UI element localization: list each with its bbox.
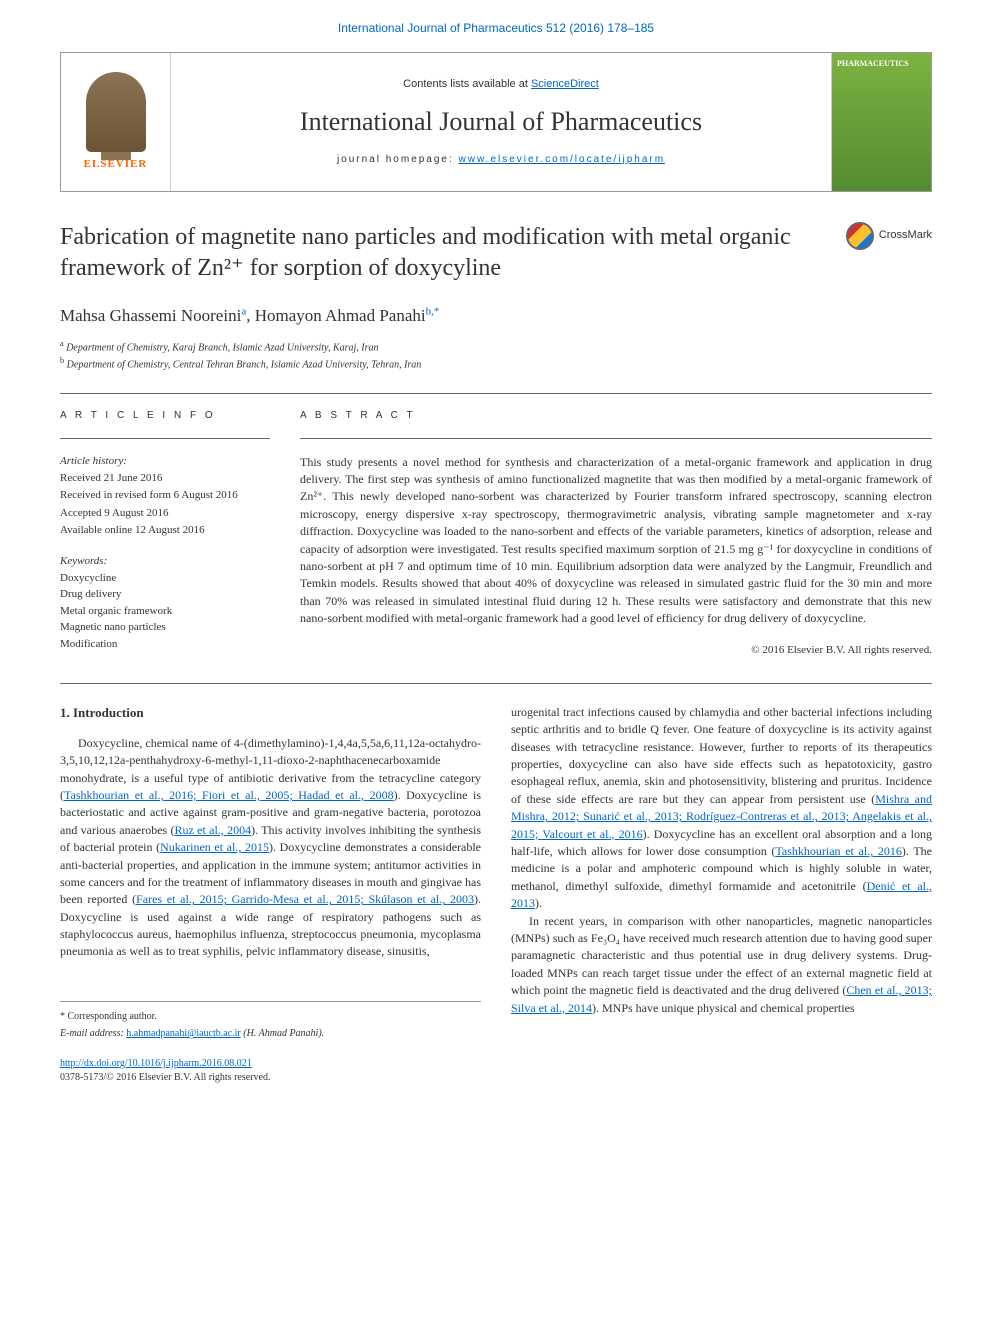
- divider-bottom: [60, 683, 932, 684]
- author-2-sup[interactable]: b,: [426, 306, 434, 318]
- contents-prefix: Contents lists available at: [403, 78, 531, 90]
- email-suffix: (H. Ahmad Panahi).: [241, 1028, 324, 1039]
- cover-text: PHARMACEUTICS: [837, 58, 926, 69]
- corresponding-sup[interactable]: *: [434, 306, 440, 318]
- ref-link-2[interactable]: Ruz et al., 2004: [175, 823, 252, 837]
- history-label: Article history:: [60, 454, 270, 469]
- affil-sup-a: a: [60, 339, 64, 348]
- homepage-line: journal homepage: www.elsevier.com/locat…: [186, 153, 816, 167]
- author-1: Mahsa Ghassemi Nooreini: [60, 306, 241, 325]
- history-2: Accepted 9 August 2016: [60, 506, 270, 521]
- homepage-prefix: journal homepage:: [337, 154, 459, 165]
- body-col-right: urogenital tract infections caused by ch…: [511, 704, 932, 1086]
- abstract-divider: [300, 438, 932, 439]
- ref-link-4[interactable]: Fares et al., 2015; Garrido-Mesa et al.,…: [136, 892, 474, 906]
- top-citation[interactable]: International Journal of Pharmaceutics 5…: [60, 20, 932, 37]
- article-title: Fabrication of magnetite nano particles …: [60, 222, 826, 284]
- abstract-text: This study presents a novel method for s…: [300, 454, 932, 628]
- journal-header: ELSEVIER Contents lists available at Sci…: [60, 52, 932, 192]
- abstract-heading: A B S T R A C T: [300, 409, 932, 423]
- keyword-3: Magnetic nano particles: [60, 620, 270, 635]
- homepage-link[interactable]: www.elsevier.com/locate/ijpharm: [459, 154, 666, 165]
- title-row: Fabrication of magnetite nano particles …: [60, 222, 932, 284]
- affil-text-b: Department of Chemistry, Central Tehran …: [67, 360, 422, 371]
- header-center: Contents lists available at ScienceDirec…: [171, 53, 831, 191]
- authors: Mahsa Ghassemi Nooreinia, Homayon Ahmad …: [60, 304, 932, 328]
- footer-block: * Corresponding author. E-mail address: …: [60, 1001, 481, 1042]
- ref-link-1[interactable]: Tashkhourian et al., 2016; Fiori et al.,…: [64, 788, 394, 802]
- crossmark-icon: [846, 222, 874, 250]
- keyword-0: Doxycycline: [60, 571, 270, 586]
- email-line: E-mail address: h.ahmadpanahi@iauctb.ac.…: [60, 1027, 481, 1042]
- body-col-left: 1. Introduction Doxycycline, chemical na…: [60, 704, 481, 1086]
- p2-a: urogenital tract infections caused by ch…: [511, 705, 932, 806]
- info-abstract-row: A R T I C L E I N F O Article history: R…: [60, 409, 932, 658]
- journal-name: International Journal of Pharmaceutics: [186, 104, 816, 140]
- contents-line: Contents lists available at ScienceDirec…: [186, 77, 816, 92]
- author-2: Homayon Ahmad Panahi: [255, 306, 426, 325]
- issn-line: 0378-5173/© 2016 Elsevier B.V. All right…: [60, 1072, 270, 1083]
- publisher-logo: ELSEVIER: [61, 53, 171, 191]
- info-heading: A R T I C L E I N F O: [60, 409, 270, 423]
- elsevier-tree-icon: [86, 72, 146, 152]
- keywords-label: Keywords:: [60, 554, 270, 569]
- abstract-copyright: © 2016 Elsevier B.V. All rights reserved…: [300, 643, 932, 658]
- affil-text-a: Department of Chemistry, Karaj Branch, I…: [66, 342, 378, 353]
- email-link[interactable]: h.ahmadpanahi@iauctb.ac.ir: [126, 1028, 240, 1039]
- journal-cover: PHARMACEUTICS: [831, 53, 931, 191]
- section-1-heading: 1. Introduction: [60, 704, 481, 723]
- sciencedirect-link[interactable]: ScienceDirect: [531, 78, 599, 90]
- article-info: A R T I C L E I N F O Article history: R…: [60, 409, 270, 658]
- keyword-1: Drug delivery: [60, 587, 270, 602]
- doi-link[interactable]: http://dx.doi.org/10.1016/j.ijpharm.2016…: [60, 1058, 252, 1069]
- intro-paragraph-1: Doxycycline, chemical name of 4-(dimethy…: [60, 735, 481, 961]
- intro-paragraph-2: In recent years, in comparison with othe…: [511, 913, 932, 1017]
- ref-link-3[interactable]: Nukarinen et al., 2015: [160, 840, 269, 854]
- history-1: Received in revised form 6 August 2016: [60, 488, 270, 503]
- crossmark-badge[interactable]: CrossMark: [846, 222, 932, 250]
- crossmark-label: CrossMark: [879, 228, 932, 243]
- body-columns: 1. Introduction Doxycycline, chemical na…: [60, 704, 932, 1086]
- affiliation-b: b Department of Chemistry, Central Tehra…: [60, 355, 932, 372]
- divider-top: [60, 393, 932, 394]
- intro-paragraph-1-cont: urogenital tract infections caused by ch…: [511, 704, 932, 913]
- p2-d: ).: [535, 896, 542, 910]
- keyword-4: Modification: [60, 637, 270, 652]
- affil-sup-b: b: [60, 356, 64, 365]
- corresponding-note: * Corresponding author.: [60, 1010, 481, 1025]
- affiliation-a: a Department of Chemistry, Karaj Branch,…: [60, 338, 932, 355]
- history-3: Available online 12 August 2016: [60, 523, 270, 538]
- ref-link-6[interactable]: Tashkhourian et al., 2016: [775, 844, 902, 858]
- info-divider: [60, 438, 270, 439]
- affiliations: a Department of Chemistry, Karaj Branch,…: [60, 338, 932, 373]
- keyword-2: Metal organic framework: [60, 604, 270, 619]
- email-label: E-mail address:: [60, 1028, 126, 1039]
- p3-b: ). MNPs have unique physical and chemica…: [592, 1001, 855, 1015]
- abstract-column: A B S T R A C T This study presents a no…: [300, 409, 932, 658]
- history-0: Received 21 June 2016: [60, 471, 270, 486]
- author-1-sup[interactable]: a: [241, 306, 246, 318]
- doi-block: http://dx.doi.org/10.1016/j.ijpharm.2016…: [60, 1057, 481, 1086]
